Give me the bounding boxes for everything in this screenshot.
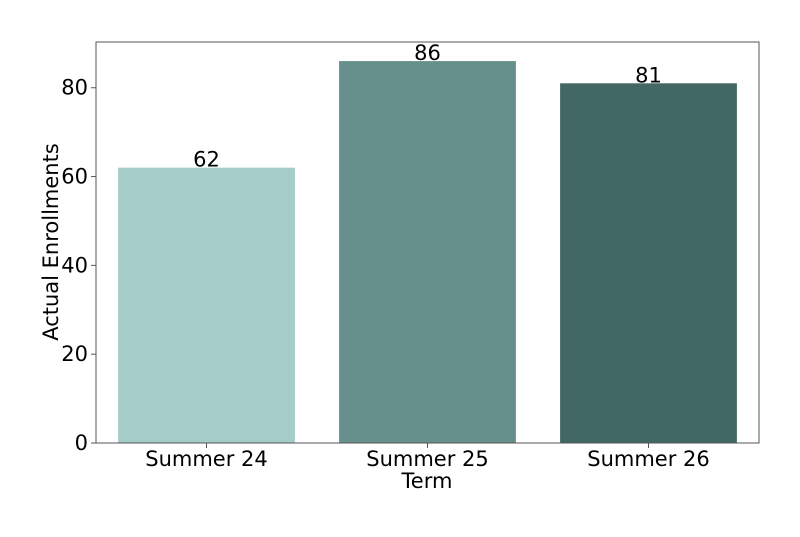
y-tick-label: 40 [61,253,88,277]
bar-3 [560,83,737,443]
plot-frame [95,41,760,444]
y-tick-label: 0 [75,431,88,455]
y-tick-labels: 0 20 40 60 80 [61,76,88,455]
data-label: 62 [193,148,220,172]
bar-2 [339,61,516,443]
data-label: 86 [414,41,441,65]
y-axis-label: Actual Enrollments [39,143,63,341]
x-tick-labels: Summer 24 Summer 25 Summer 26 [145,447,710,471]
y-tick-marks [91,87,96,444]
bars-layer [118,61,737,443]
y-tick-label: 60 [61,165,88,189]
y-tick-label: 20 [61,342,88,366]
x-axis-label: Term [401,469,453,493]
x-tick-label: Summer 24 [145,447,268,471]
data-labels: 62 86 81 [193,41,662,172]
x-tick-label: Summer 25 [366,447,489,471]
y-tick-label: 80 [61,76,88,100]
x-tick-marks [206,443,649,448]
x-tick-label: Summer 26 [587,447,710,471]
data-label: 81 [635,63,662,87]
bar-1 [118,167,295,443]
